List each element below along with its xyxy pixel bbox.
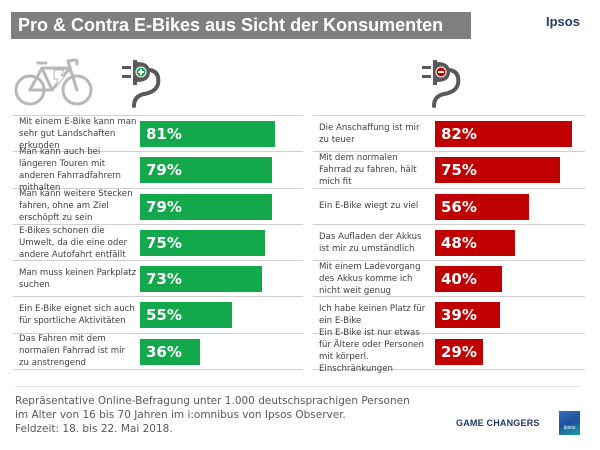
value-label: 79% xyxy=(146,161,182,180)
pro-row: E-Bikes schonen die Umwelt, da die eine … xyxy=(13,225,303,262)
table-top-divider xyxy=(313,115,585,116)
value-label: 73% xyxy=(146,270,182,289)
footer-divider xyxy=(15,386,580,387)
category-label: Ein E-Bike eignet sich auch für sportlic… xyxy=(19,304,135,327)
contra-bar: 82% xyxy=(435,121,572,147)
value-label: 29% xyxy=(441,342,477,361)
contra-row: Mit dem normalen Fahrrad zu fahren, hält… xyxy=(313,152,585,189)
category-label: Ein E-Bike ist nur etwas für Ältere oder… xyxy=(319,328,424,375)
plug-minus-icon xyxy=(422,60,461,108)
value-label: 81% xyxy=(146,125,182,143)
value-label: 82% xyxy=(441,125,477,143)
category-label: Man kann weitere Stecken fahren, ohne am… xyxy=(19,189,133,224)
contra-bar: 39% xyxy=(435,302,501,329)
value-label: 79% xyxy=(146,197,182,216)
category-label: Mit einem Ladevorgang des Akkus komme ic… xyxy=(319,261,421,296)
category-label: Ich habe keinen Platz für ein E-Bike xyxy=(319,304,426,327)
contra-bar: 56% xyxy=(435,193,529,220)
ipsos-logo: Ipsos xyxy=(559,411,580,435)
value-label: 40% xyxy=(441,270,477,289)
pro-row: Mit einem E-Bike kann man sehr gut Lands… xyxy=(13,116,303,153)
contra-row: Ein E-Bike wiegt zu viel 56% xyxy=(313,189,585,225)
value-label: 55% xyxy=(146,306,182,325)
footnote-line: Feldzeit: 18. bis 22. Mai 2018. xyxy=(15,423,173,435)
pro-bar: 75% xyxy=(140,229,266,256)
survey-footnote: Repräsentative Online-Befragung unter 1.… xyxy=(15,394,415,436)
contra-row: Ein E-Bike ist nur etwas für Ältere oder… xyxy=(313,328,585,374)
category-label: Das Aufladen der Akkus ist mir zu umstän… xyxy=(319,231,422,254)
pro-bar: 79% xyxy=(140,157,272,184)
category-label: Mit einem E-Bike kann man sehr gut Lands… xyxy=(19,116,137,151)
pro-bar: 55% xyxy=(140,302,232,329)
pro-row: Man kann auch bei längeren Touren mit an… xyxy=(13,147,303,193)
brand-name: Ipsos xyxy=(546,14,580,29)
contra-bar: 48% xyxy=(435,229,516,256)
category-label: Das Fahren mit dem normalen Fahrrad ist … xyxy=(19,334,126,369)
pro-bar: 79% xyxy=(140,193,272,220)
value-label: 48% xyxy=(441,233,477,252)
pro-row: Ein E-Bike eignet sich auch für sportlic… xyxy=(13,297,303,334)
contra-bar: 40% xyxy=(435,266,502,293)
value-label: 75% xyxy=(146,233,182,252)
tagline: GAME CHANGERS xyxy=(456,418,540,428)
contra-bar: 75% xyxy=(435,157,561,184)
category-label: Ein E-Bike wiegt zu viel xyxy=(319,201,419,212)
electric-bike-icon xyxy=(14,58,93,106)
category-label: Mit dem normalen Fahrrad zu fahren, hält… xyxy=(319,152,417,187)
contra-row: Die Anschaffung ist mir zu teuer 82% xyxy=(313,116,585,153)
contra-table: Die Anschaffung ist mir zu teuer 82% Mit d… xyxy=(313,115,585,374)
pro-row: Man muss keinen Parkplatz suchen 73% xyxy=(13,261,303,298)
pro-bar: 73% xyxy=(140,266,262,293)
category-label: Man kann auch bei längeren Touren mit an… xyxy=(19,146,121,193)
category-label: Man muss keinen Parkplatz suchen xyxy=(19,267,137,290)
pro-rows: Mit einem E-Bike kann man sehr gut Lands… xyxy=(13,116,303,371)
pro-row: Das Fahren mit dem normalen Fahrrad ist … xyxy=(13,334,303,371)
contra-bar: 29% xyxy=(435,338,484,365)
contra-row: Mit einem Ladevorgang des Akkus komme ic… xyxy=(313,261,585,298)
value-label: 36% xyxy=(146,342,182,361)
pro-row: Man kann weitere Stecken fahren, ohne am… xyxy=(13,189,303,225)
value-label: 39% xyxy=(441,306,477,325)
value-label: 56% xyxy=(441,197,477,216)
value-label: 75% xyxy=(441,161,477,180)
page-title: Pro & Contra E-Bikes aus Sicht der Konsu… xyxy=(11,12,471,39)
plug-plus-icon xyxy=(122,60,161,108)
pro-bar: 81% xyxy=(140,121,276,147)
contra-rows: Die Anschaffung ist mir zu teuer 82% Mit d… xyxy=(313,116,585,374)
pro-table: Mit einem E-Bike kann man sehr gut Lands… xyxy=(13,115,303,371)
contra-row: Das Aufladen der Akkus ist mir zu umstän… xyxy=(313,225,585,262)
contra-row: Ich habe keinen Platz für ein E-Bike 39% xyxy=(313,297,585,334)
table-top-divider xyxy=(13,115,303,116)
footnote-line: im Alter von 16 bis 70 Jahren im i:omnib… xyxy=(15,409,346,421)
category-label: E-Bikes schonen die Umwelt, da die eine … xyxy=(19,225,128,260)
footnote-line: Repräsentative Online-Befragung unter 1.… xyxy=(15,395,410,407)
pro-bar: 36% xyxy=(140,338,201,365)
category-label: Die Anschaffung ist mir zu teuer xyxy=(319,122,420,145)
